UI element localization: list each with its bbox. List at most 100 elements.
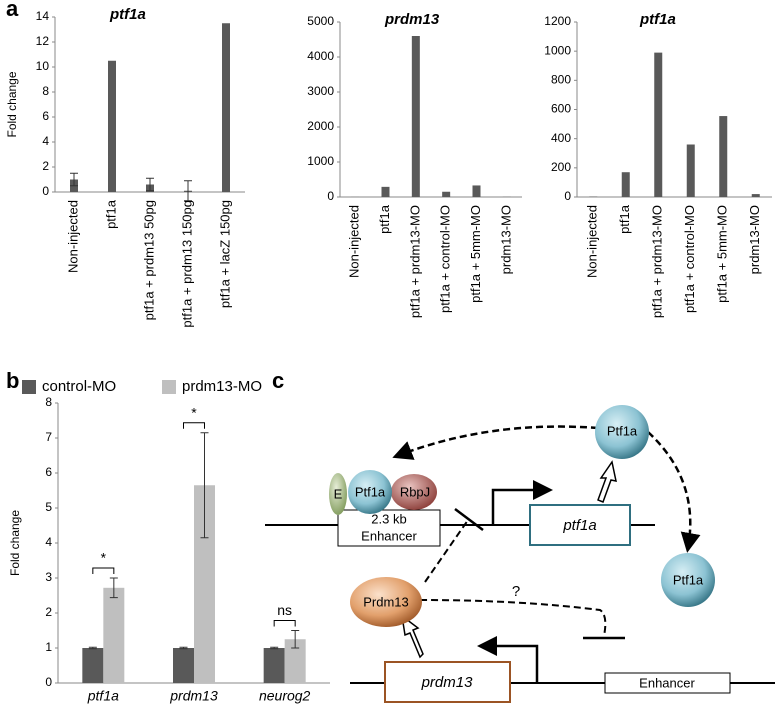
x-tick-label: ptf1a + prdm13 150pg bbox=[179, 200, 194, 328]
legend-swatch bbox=[162, 380, 176, 394]
x-tick-label: prdm13-MO bbox=[747, 205, 762, 274]
protein bbox=[391, 474, 437, 510]
y-tick-label: 400 bbox=[551, 131, 571, 145]
bar bbox=[103, 587, 125, 683]
chart-title: ptf1a bbox=[639, 11, 676, 28]
error-bar bbox=[109, 577, 118, 599]
x-tick-label: ptf1a + prdm13 50pg bbox=[141, 200, 156, 320]
tss-arrow bbox=[477, 636, 539, 683]
error-bar bbox=[70, 172, 78, 187]
error-bar bbox=[184, 180, 192, 202]
bar bbox=[751, 194, 760, 197]
x-tick-label: Non-injected bbox=[585, 205, 600, 278]
protein bbox=[595, 405, 649, 459]
protein-label: Ptf1a bbox=[607, 423, 638, 438]
bar bbox=[108, 60, 116, 192]
x-tick-label: ptf1a + 5mm-MO bbox=[715, 205, 730, 303]
open-arrow bbox=[597, 460, 617, 503]
x-tick-label: Non-injected bbox=[65, 200, 80, 273]
y-tick-label: 800 bbox=[551, 73, 571, 87]
chart-title: ptf1a bbox=[109, 6, 146, 23]
open-arrow bbox=[400, 614, 424, 659]
panel-label: b bbox=[6, 368, 19, 393]
enhancer-box bbox=[604, 672, 731, 694]
y-tick-label: 3 bbox=[45, 570, 52, 584]
y-tick-label: 10 bbox=[36, 59, 50, 73]
gene-label: prdm13 bbox=[421, 674, 474, 691]
x-tick-label: ptf1a + prdm13-MO bbox=[650, 205, 665, 318]
gene-box bbox=[529, 504, 631, 546]
significance-label: * bbox=[101, 550, 107, 566]
error-bar bbox=[200, 432, 209, 539]
x-tick-label: ptf1a + 5mm-MO bbox=[468, 205, 483, 303]
inhibition bbox=[424, 519, 469, 583]
protein-label: Prdm13 bbox=[363, 594, 409, 609]
bar bbox=[284, 639, 306, 683]
bar bbox=[222, 23, 230, 192]
y-tick-label: 1000 bbox=[544, 43, 571, 57]
y-tick-label: 4 bbox=[42, 134, 49, 148]
bar bbox=[263, 648, 285, 683]
y-tick-label: 0 bbox=[42, 184, 49, 198]
y-tick-label: 2 bbox=[45, 605, 52, 619]
tss-arrow bbox=[491, 480, 553, 525]
x-tick-label: ptf1a bbox=[377, 204, 392, 234]
legend-swatch bbox=[22, 380, 36, 394]
box-label: Enhancer bbox=[639, 675, 695, 690]
gene-label: ptf1a bbox=[562, 517, 596, 534]
y-tick-label: 5 bbox=[45, 500, 52, 514]
x-tick-label: ptf1a bbox=[103, 199, 118, 229]
protein-label: Ptf1a bbox=[355, 484, 386, 499]
bar bbox=[194, 485, 215, 683]
y-tick-label: 200 bbox=[551, 160, 571, 174]
y-tick-label: 14 bbox=[36, 9, 50, 23]
protein bbox=[348, 470, 392, 514]
legend-label: control-MO bbox=[42, 378, 116, 395]
error-bar bbox=[270, 646, 279, 650]
bar bbox=[411, 36, 420, 197]
y-axis-label: Fold change bbox=[5, 71, 19, 137]
bar bbox=[654, 52, 663, 197]
diagram bbox=[265, 405, 775, 703]
y-tick-label: 1 bbox=[45, 640, 52, 654]
significance-bracket bbox=[273, 620, 296, 627]
y-tick-label: 8 bbox=[45, 395, 52, 409]
significance-bracket bbox=[92, 567, 115, 574]
dashed-arrow bbox=[392, 425, 599, 460]
legend-label: prdm13-MO bbox=[182, 378, 262, 395]
y-tick-label: 4 bbox=[45, 535, 52, 549]
y-tick-label: 0 bbox=[564, 189, 571, 203]
panel-label: a bbox=[6, 0, 19, 21]
x-tick-label: ptf1a + control-MO bbox=[438, 205, 453, 313]
x-tick-label: neurog2 bbox=[259, 688, 311, 704]
error-bar bbox=[146, 177, 154, 192]
y-tick-label: 1000 bbox=[307, 154, 334, 168]
enhancer-box bbox=[337, 509, 441, 547]
x-tick-label: ptf1a + prdm13-MO bbox=[407, 205, 422, 318]
y-tick-label: 0 bbox=[327, 189, 334, 203]
y-tick-label: 12 bbox=[36, 34, 50, 48]
y-tick-label: 6 bbox=[45, 465, 52, 479]
y-tick-label: 2 bbox=[42, 159, 49, 173]
y-tick-label: 2000 bbox=[307, 119, 334, 133]
question: ? bbox=[512, 583, 520, 600]
significance-label: ns bbox=[277, 602, 292, 618]
significance-bracket bbox=[183, 422, 205, 429]
y-tick-label: 8 bbox=[42, 84, 49, 98]
bar bbox=[621, 172, 630, 197]
y-tick-label: 0 bbox=[45, 675, 52, 689]
y-tick-label: 4000 bbox=[307, 49, 334, 63]
y-axis-label: Fold change bbox=[8, 510, 22, 576]
box-label: 2.3 kb bbox=[371, 511, 406, 526]
inhibition bbox=[419, 599, 607, 637]
bar bbox=[173, 648, 194, 683]
protein-label: RbpJ bbox=[400, 484, 430, 499]
significance-label: * bbox=[191, 404, 197, 420]
y-tick-label: 7 bbox=[45, 430, 52, 444]
y-tick-label: 6 bbox=[42, 109, 49, 123]
bar bbox=[719, 116, 728, 197]
error-bar bbox=[291, 630, 300, 649]
x-tick-label: ptf1a + lacZ 150pg bbox=[217, 200, 232, 308]
protein bbox=[661, 553, 715, 607]
y-tick-label: 600 bbox=[551, 102, 571, 116]
